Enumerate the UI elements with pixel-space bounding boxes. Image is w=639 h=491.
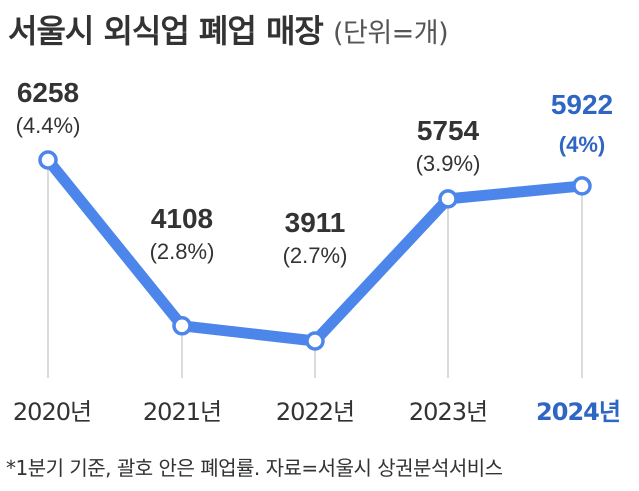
chart-title-main: 서울시 외식업 폐업 매장: [8, 12, 324, 50]
guide-lines: [47, 160, 583, 378]
data-points: [38, 150, 592, 351]
x-axis-labels: 2020년 2021년 2022년 2023년 2024년: [13, 398, 621, 426]
value-label-1: 4108: [151, 203, 213, 234]
x-tick-label-0: 2020년: [13, 398, 91, 426]
value-label-0: 6258: [17, 77, 79, 108]
percent-label-4: (4%): [559, 132, 605, 157]
x-tick-label-2: 2022년: [276, 398, 354, 426]
x-tick-label-4: 2024년: [536, 398, 620, 426]
percent-label-2: (2.7%): [283, 243, 348, 268]
data-labels: 6258 4108 3911 5754 5922 (4.4%) (2.8%) (2.7%) (3…: [16, 77, 614, 268]
data-point-0: [38, 150, 58, 170]
footnote-source: *1분기 기준, 괄호 안은 폐업률. 자료=서울시 상권분석서비스: [6, 456, 503, 480]
data-point-2: [305, 331, 325, 351]
value-label-3: 5754: [417, 115, 480, 146]
percent-label-1: (2.8%): [150, 239, 215, 264]
chart-title: 서울시 외식업 폐업 매장 (단위=개): [8, 6, 449, 52]
value-label-2: 3911: [285, 207, 346, 238]
x-tick-label-3: 2023년: [409, 398, 487, 426]
x-tick-label-1: 2021년: [143, 398, 221, 426]
percent-label-3: (3.9%): [416, 151, 481, 176]
percent-label-0: (4.4%): [16, 113, 81, 138]
data-point-1: [172, 316, 192, 336]
data-point-3: [438, 189, 458, 209]
value-label-4: 5922: [551, 89, 613, 120]
data-point-4: [572, 176, 592, 196]
chart-title-unit: (단위=개): [332, 18, 449, 49]
